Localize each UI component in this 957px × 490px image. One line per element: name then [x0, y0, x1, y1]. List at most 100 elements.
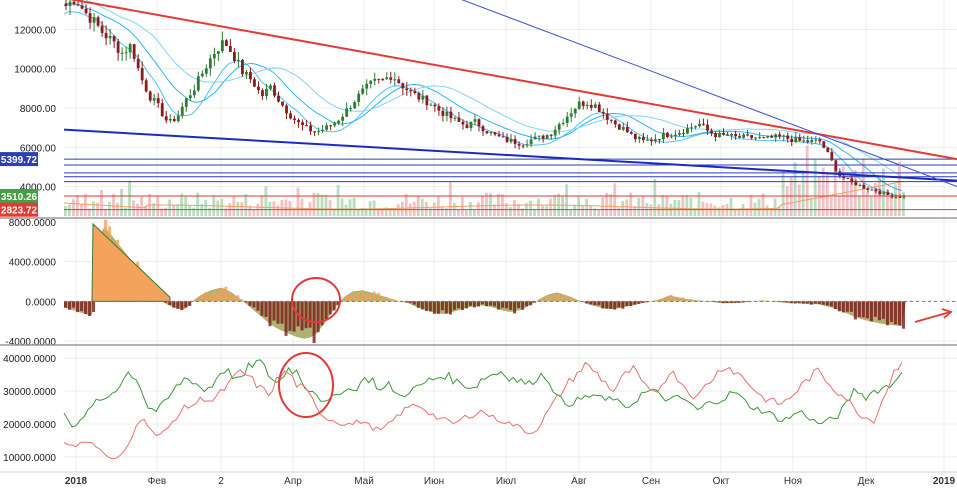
volume-bar — [873, 183, 877, 216]
oscillator-bar — [84, 301, 88, 314]
volume-bar — [757, 198, 761, 216]
oscillator-bar — [681, 297, 685, 302]
oscillator-bar — [833, 301, 837, 310]
volume-bar — [196, 192, 200, 216]
volume-bar — [188, 205, 192, 216]
oscillator-bar — [573, 298, 577, 302]
volume-bar — [328, 199, 332, 216]
oscillator-bar — [557, 293, 561, 302]
candle-body — [196, 76, 200, 91]
oscillator-bar — [232, 295, 236, 302]
volume-bar — [717, 207, 721, 216]
candle-body — [224, 40, 228, 46]
volume-bar — [801, 170, 805, 216]
candle-body — [818, 139, 822, 142]
volume-bar — [609, 194, 613, 216]
oscillator-bar — [789, 301, 793, 304]
oscillator-bar — [360, 289, 364, 302]
candle-body — [609, 119, 613, 121]
candle-body — [778, 134, 782, 137]
volume-bar — [681, 195, 685, 216]
oscillator-bar — [92, 301, 96, 313]
price-badge-label: 3510.26 — [1, 192, 38, 203]
candle-body — [878, 191, 882, 194]
volume-bar — [533, 209, 536, 216]
volume-bar — [865, 192, 869, 216]
x-tick-label: Июл — [496, 476, 516, 487]
candle-body — [637, 137, 641, 140]
moving-average-line — [63, 3, 903, 191]
volume-bar — [513, 199, 516, 216]
candle-body — [790, 138, 794, 142]
candle-body — [373, 78, 377, 81]
indicator-line — [63, 361, 903, 460]
candle-body — [301, 122, 304, 126]
candle-body — [782, 135, 786, 137]
oscillator-bar — [829, 301, 833, 307]
candle-body — [670, 136, 673, 138]
oscillator-bar — [68, 301, 72, 310]
candle-body — [814, 139, 818, 141]
candle-body — [798, 137, 802, 141]
oscillator-bar — [164, 301, 168, 303]
candle-body — [898, 196, 902, 198]
volume-bar — [316, 192, 320, 216]
volume-bar — [168, 199, 172, 216]
oscillator-bar — [372, 291, 376, 302]
oscillator-bar — [741, 301, 745, 303]
volume-bar — [64, 205, 67, 216]
price-panel[interactable] — [63, 0, 957, 216]
oscillator-bar — [324, 301, 328, 320]
volume-bar — [376, 208, 380, 216]
oscillator-bar — [460, 301, 464, 311]
volume-bar — [216, 200, 220, 216]
oscillator-bar — [292, 301, 296, 332]
candle-body — [116, 41, 120, 53]
candle-body — [862, 184, 866, 189]
candle-body — [345, 108, 349, 117]
candle-body — [505, 136, 509, 142]
volume-bar — [561, 196, 564, 216]
volume-bar — [729, 197, 733, 216]
candle-body — [148, 91, 152, 101]
lines-panel[interactable] — [63, 359, 903, 460]
oscillator-bar — [565, 295, 569, 302]
volume-bar — [889, 196, 893, 216]
candle-body — [886, 192, 890, 195]
candle-body — [529, 139, 533, 145]
volume-bar — [869, 196, 873, 216]
volume-bar — [380, 208, 384, 216]
volume-bar — [813, 159, 817, 216]
candle-body — [882, 192, 886, 194]
oscillator-bar — [432, 301, 436, 314]
candle-body — [437, 106, 441, 111]
candle-body — [188, 95, 192, 99]
candle-body — [593, 104, 597, 108]
oscillator-bar — [456, 301, 460, 309]
oscillator-bar — [617, 301, 621, 308]
oscillator-panel[interactable] — [64, 219, 957, 343]
oscillator-bar — [408, 301, 412, 304]
indicator-line — [63, 359, 903, 428]
highlight-circle — [291, 277, 341, 323]
candle-body — [866, 188, 870, 190]
candle-body — [120, 52, 124, 54]
candle-body — [718, 132, 721, 138]
candle-body — [421, 95, 425, 100]
candle-body — [854, 181, 858, 186]
oscillator-bar — [877, 301, 881, 321]
oscillator-bar — [665, 296, 669, 302]
oscillator-bar — [364, 293, 368, 302]
candle-body — [285, 105, 288, 114]
volume-bar — [493, 204, 496, 216]
x-tick-label: Сен — [642, 476, 660, 487]
candle-body — [68, 1, 72, 7]
candle-body — [124, 52, 128, 54]
candle-body — [662, 132, 665, 140]
candle-body — [702, 123, 705, 125]
x-tick-label: Дек — [858, 476, 875, 487]
candle-body — [742, 134, 746, 138]
candle-body — [305, 125, 308, 127]
